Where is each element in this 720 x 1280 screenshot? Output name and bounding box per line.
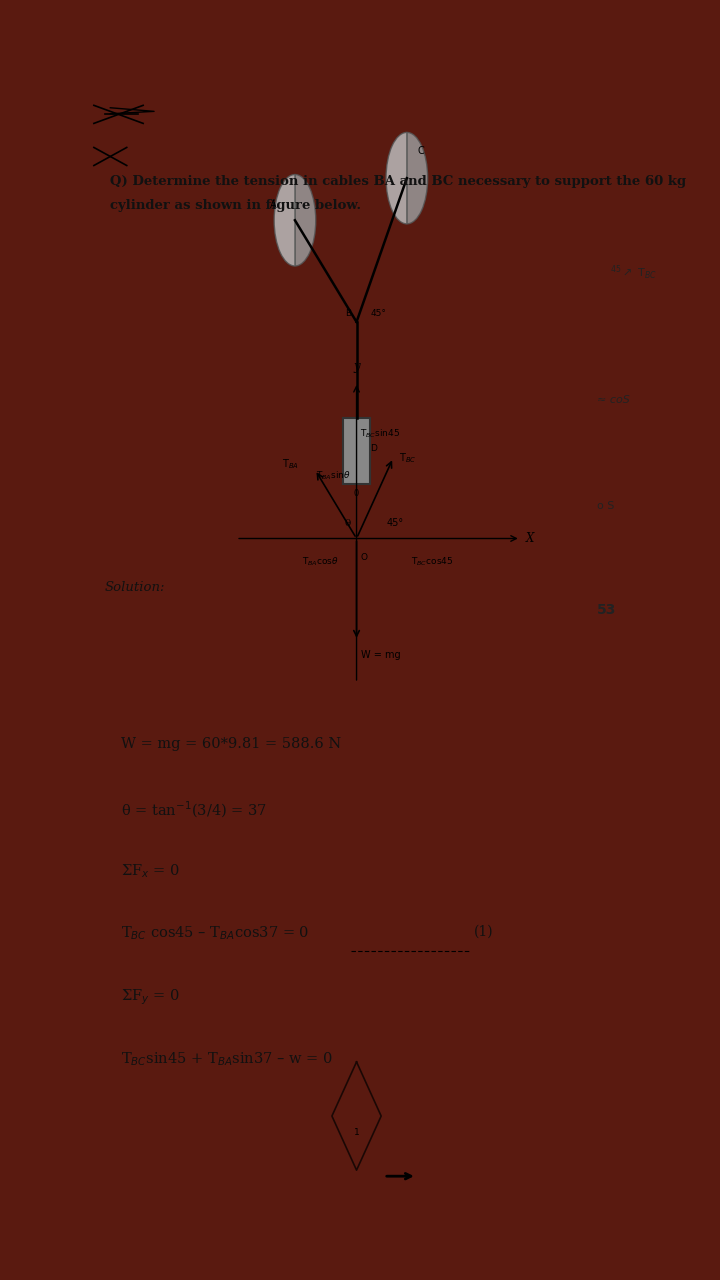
Text: 0: 0 <box>354 489 359 498</box>
Text: T$_{BC}$cos45: T$_{BC}$cos45 <box>411 556 454 568</box>
Text: o S: o S <box>597 500 614 511</box>
Text: T$_{BC}$sin45: T$_{BC}$sin45 <box>360 428 400 440</box>
Text: O: O <box>361 553 368 562</box>
Text: D: D <box>370 444 377 453</box>
Text: 53: 53 <box>597 603 616 617</box>
Text: (1): (1) <box>474 924 494 938</box>
Text: T$_{BA}$cos$\theta$: T$_{BA}$cos$\theta$ <box>302 556 340 568</box>
Text: B: B <box>346 308 352 317</box>
Text: C: C <box>417 146 424 156</box>
Text: Q) Determine the tension in cables BA and BC necessary to support the 60 kg: Q) Determine the tension in cables BA an… <box>110 175 686 188</box>
Bar <box>343 419 370 484</box>
Text: T$_{BC}$sin45 + T$_{BA}$sin37 – w = 0: T$_{BC}$sin45 + T$_{BA}$sin37 – w = 0 <box>121 1050 333 1068</box>
Text: T$_{BC}$ cos45 – T$_{BA}$cos37 = 0: T$_{BC}$ cos45 – T$_{BA}$cos37 = 0 <box>121 924 310 942</box>
Text: θ = tan$^{-1}$(3/4) = 37: θ = tan$^{-1}$(3/4) = 37 <box>121 800 267 820</box>
Text: Solution:: Solution: <box>105 581 166 594</box>
Text: W = mg: W = mg <box>361 650 400 660</box>
Wedge shape <box>295 174 316 266</box>
Wedge shape <box>407 132 428 224</box>
Text: θ: θ <box>344 520 351 529</box>
Text: 45°: 45° <box>387 518 404 529</box>
Text: 1: 1 <box>354 1128 359 1137</box>
Text: 45°: 45° <box>370 308 386 317</box>
Text: A: A <box>270 200 276 210</box>
Text: ΣF$_y$ = 0: ΣF$_y$ = 0 <box>121 987 180 1007</box>
Text: y: y <box>354 360 360 372</box>
Text: T$_{BA}$sin$\theta$: T$_{BA}$sin$\theta$ <box>316 470 351 481</box>
Text: cylinder as shown in figure below.: cylinder as shown in figure below. <box>110 200 361 212</box>
Text: X: X <box>526 532 534 545</box>
Text: $^{45}\nearrow$ T$_{BC}$: $^{45}\nearrow$ T$_{BC}$ <box>610 264 657 282</box>
Text: W = mg = 60*9.81 = 588.6 N: W = mg = 60*9.81 = 588.6 N <box>121 737 341 751</box>
Text: T$_{BC}$: T$_{BC}$ <box>399 451 416 465</box>
Text: ΣF$_x$ = 0: ΣF$_x$ = 0 <box>121 863 180 879</box>
Wedge shape <box>386 132 407 224</box>
Wedge shape <box>274 174 295 266</box>
Text: T$_{BA}$: T$_{BA}$ <box>282 457 299 471</box>
Text: ≈ coS: ≈ coS <box>597 396 630 406</box>
